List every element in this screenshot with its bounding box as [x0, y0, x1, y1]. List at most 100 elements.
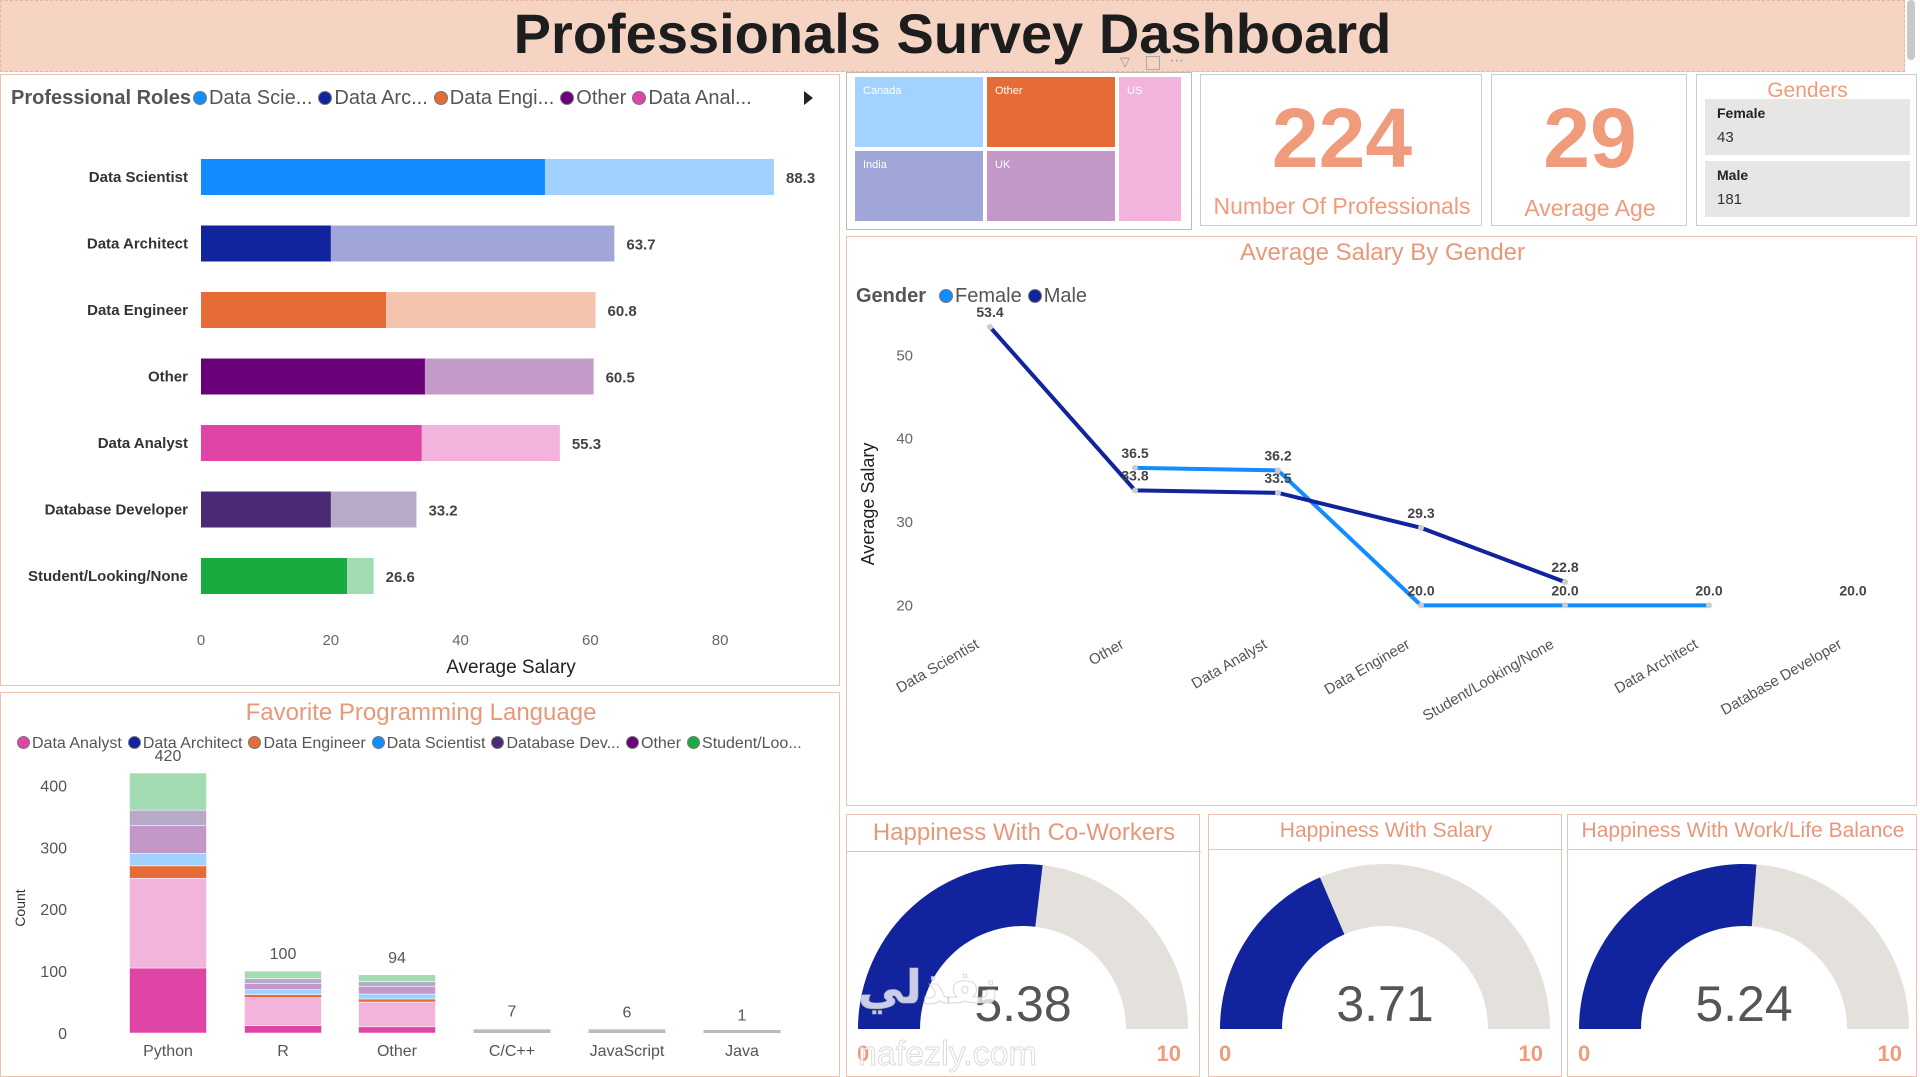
- legend-label: Data Engineer: [263, 735, 366, 752]
- focus-mode-icon[interactable]: [1146, 56, 1160, 70]
- gender-legend-item[interactable]: Female: [939, 285, 1022, 307]
- x-tick-label: Other: [1086, 636, 1127, 669]
- legend-label: Data Engi...: [449, 87, 555, 109]
- language-legend-item[interactable]: Data Engineer: [248, 735, 366, 752]
- gauge-salary: 3.71 0 10: [1219, 864, 1550, 1066]
- bar-highlight: [201, 558, 348, 594]
- x-tick-label: JavaScript: [590, 1043, 665, 1060]
- stack-segment: [358, 1001, 436, 1028]
- roles-bar-chart: Data Scientist 88.3 Data Architect 63.7 Data…: [28, 159, 815, 678]
- legend-dot-icon: [632, 91, 647, 105]
- y-tick-label: 200: [40, 902, 67, 919]
- watermark-url: nafezly.com: [858, 1035, 1038, 1074]
- stack-segment: [244, 978, 322, 984]
- stack-segment: [244, 983, 322, 990]
- genders-title: Genders: [1767, 79, 1848, 102]
- legend-dot-icon: [1027, 289, 1042, 303]
- language-legend-item[interactable]: Database Dev...: [491, 735, 620, 752]
- gender-tile-female[interactable]: Female 43: [1705, 99, 1910, 155]
- gender-name: Male: [1717, 167, 1749, 183]
- bar-category-label: Data Analyst: [98, 435, 188, 452]
- legend-dot-icon: [17, 736, 30, 749]
- series-point: [1132, 487, 1138, 494]
- total-label: 94: [388, 950, 406, 967]
- language-legend-item[interactable]: Student/Loo...: [687, 735, 802, 752]
- gender-legend: Female Male: [939, 285, 1093, 308]
- triangle-right-icon[interactable]: [804, 91, 813, 105]
- gender-value: 43: [1717, 129, 1734, 146]
- treemap-cell-other[interactable]: Other: [987, 77, 1115, 147]
- x-tick-label: 80: [712, 632, 729, 649]
- legend-label: Other: [641, 735, 682, 752]
- stack-segment: [129, 967, 207, 1034]
- gauge-max-label: 10: [1878, 1041, 1902, 1066]
- series-point: [1418, 524, 1424, 531]
- language-legend-item[interactable]: Data Scientist: [371, 735, 486, 752]
- stack-segment: [358, 998, 436, 1003]
- stack-segment: [129, 825, 207, 854]
- roles-legend-item[interactable]: Data Engi...: [433, 87, 555, 109]
- gauge-title: Happiness With Co-Workers: [847, 819, 1201, 852]
- roles-legend-title: Professional Roles: [11, 87, 192, 109]
- series-point: [1418, 602, 1424, 609]
- gauge-panel-worklife: Happiness With Work/Life Balance 5.24 0 10: [1567, 814, 1918, 1077]
- bar-highlight: [201, 358, 425, 395]
- x-tick-label: 20: [322, 632, 339, 649]
- gauge-min-label: 0: [1578, 1041, 1590, 1066]
- age-label: Average Age: [1524, 195, 1656, 221]
- bar-highlight: [201, 491, 331, 528]
- bar-baseline: [703, 1030, 781, 1033]
- treemap-cell-us[interactable]: US: [1119, 77, 1181, 221]
- legend-label: Female: [955, 285, 1022, 307]
- gender-legend-item[interactable]: Male: [1027, 285, 1087, 307]
- page-scrollbar[interactable]: [1907, 0, 1915, 60]
- gauge-min-label: 0: [857, 1041, 869, 1066]
- more-options-icon[interactable]: ⋯: [1170, 52, 1184, 68]
- x-tick-label: Data Analyst: [1189, 635, 1271, 692]
- bar-category-label: Data Scientist: [89, 169, 188, 186]
- page-title: Professionals Survey Dashboard: [513, 2, 1392, 65]
- x-tick-label: Student/Looking/None: [1420, 636, 1557, 725]
- gauge-max-label: 10: [1157, 1041, 1181, 1066]
- y-tick-label: 0: [58, 1026, 67, 1043]
- y-tick-label: 100: [40, 964, 67, 981]
- gauge-fill: [1579, 864, 1757, 1029]
- language-panel: Favorite Programming Language Data Analy…: [0, 692, 840, 1077]
- bar-baseline: [588, 1030, 666, 1033]
- series-point: [1562, 579, 1568, 585]
- x-tick-label: 40: [452, 632, 469, 649]
- roles-legend-item[interactable]: Data Anal...: [632, 87, 752, 109]
- roles-legend-item[interactable]: Data Arc...: [318, 87, 428, 109]
- data-label: 20.0: [1407, 582, 1434, 598]
- bar-highlight: [201, 159, 545, 195]
- treemap-cell-canada[interactable]: Canada: [855, 77, 983, 147]
- legend-label: Data Arc...: [334, 87, 428, 109]
- gender-tile-male[interactable]: Male 181: [1705, 161, 1910, 217]
- legend-dot-icon: [318, 91, 333, 105]
- filter-icon[interactable]: ▽: [1120, 54, 1130, 69]
- professionals-label: Number Of Professionals: [1213, 193, 1471, 219]
- roles-legend-item[interactable]: Other: [560, 87, 626, 109]
- language-legend-item[interactable]: Data Architect: [127, 735, 242, 752]
- y-tick-label: 30: [896, 514, 913, 531]
- data-label: 20.0: [1551, 582, 1578, 598]
- treemap-cell-uk[interactable]: UK: [987, 151, 1115, 221]
- x-tick-label: C/C++: [489, 1043, 535, 1060]
- data-label: 20.0: [1839, 582, 1866, 598]
- series-point: [987, 324, 993, 330]
- gauge-value: 3.71: [1336, 976, 1433, 1032]
- x-tick-label: Database Developer: [1718, 636, 1845, 719]
- treemap-cell-india[interactable]: India: [855, 151, 983, 221]
- language-legend-item[interactable]: Other: [626, 735, 681, 752]
- stack-segment: [129, 877, 207, 969]
- legend-label: Data Scientist: [386, 735, 486, 752]
- gender-name: Female: [1717, 105, 1766, 121]
- language-legend: Data Analyst Data Architect Data Engineer D…: [17, 735, 808, 753]
- language-legend-item[interactable]: Data Analyst: [17, 735, 122, 752]
- roles-legend-item[interactable]: Data Scie...: [193, 87, 312, 109]
- stack-segment: [358, 986, 436, 995]
- bar-category-label: Data Architect: [87, 236, 188, 253]
- stack-segment: [358, 981, 436, 987]
- x-tick-label: R: [277, 1043, 289, 1060]
- country-treemap[interactable]: Canada Other US India UK: [846, 72, 1192, 230]
